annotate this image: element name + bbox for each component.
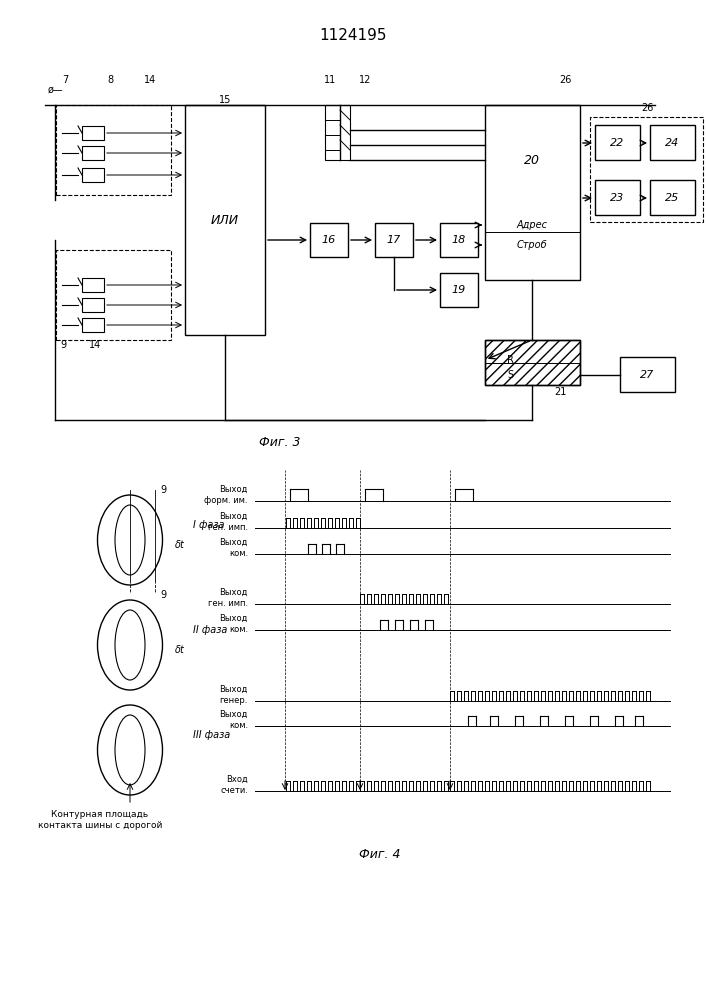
Text: 16: 16 <box>322 235 336 245</box>
Text: Фиг. 3: Фиг. 3 <box>259 436 300 448</box>
Text: I фаза: I фаза <box>193 520 225 530</box>
Text: Выход
ген. имп.: Выход ген. имп. <box>208 512 248 532</box>
Text: Контурная площадь
контакта шины с дорогой: Контурная площадь контакта шины с дорого… <box>37 810 162 830</box>
Text: Вход
счети.: Вход счети. <box>220 775 248 795</box>
Text: 23: 23 <box>610 193 624 203</box>
Bar <box>310 223 348 257</box>
Bar <box>650 180 695 215</box>
Text: S: S <box>507 370 513 380</box>
Text: 20: 20 <box>524 153 540 166</box>
Text: Выход
ген. имп.: Выход ген. имп. <box>208 588 248 608</box>
Text: 19: 19 <box>452 285 466 295</box>
Text: 7: 7 <box>62 75 68 85</box>
Text: R: R <box>506 355 513 365</box>
Bar <box>82 126 104 140</box>
Text: 14: 14 <box>144 75 156 85</box>
Bar <box>375 223 413 257</box>
Bar <box>485 105 580 280</box>
Text: Фиг. 4: Фиг. 4 <box>359 848 401 861</box>
Text: 15: 15 <box>218 95 231 105</box>
Bar <box>325 105 350 160</box>
Bar <box>650 125 695 160</box>
Text: 27: 27 <box>640 370 654 380</box>
Text: 17: 17 <box>387 235 401 245</box>
Bar <box>82 318 104 332</box>
Bar <box>56 105 171 195</box>
Text: Выход
генер.: Выход генер. <box>220 685 248 705</box>
Bar <box>185 105 265 335</box>
Text: 26: 26 <box>641 103 653 113</box>
Text: ø—: ø— <box>48 85 64 95</box>
Text: 21: 21 <box>554 387 566 397</box>
Text: Выход
ком.: Выход ком. <box>220 710 248 730</box>
Text: 1124195: 1124195 <box>320 27 387 42</box>
Text: 9: 9 <box>160 590 166 600</box>
Text: 24: 24 <box>665 138 679 148</box>
Text: Адрес: Адрес <box>517 220 547 230</box>
Bar <box>82 146 104 160</box>
Text: 18: 18 <box>452 235 466 245</box>
Text: II фаза: II фаза <box>193 625 228 635</box>
Bar <box>82 298 104 312</box>
Bar <box>56 250 171 340</box>
Text: Строб: Строб <box>517 240 547 250</box>
Text: 14: 14 <box>89 340 101 350</box>
Text: 9: 9 <box>160 485 166 495</box>
Text: 12: 12 <box>359 75 371 85</box>
Bar <box>485 340 580 385</box>
Text: 9: 9 <box>60 340 66 350</box>
Text: ИЛИ: ИЛИ <box>211 214 239 227</box>
Bar <box>82 278 104 292</box>
Bar <box>595 180 640 215</box>
Text: Выход
ком.: Выход ком. <box>220 538 248 558</box>
Text: Выход
форм. им.: Выход форм. им. <box>204 485 248 505</box>
Bar <box>590 117 703 222</box>
Text: δt: δt <box>175 540 185 550</box>
Bar <box>595 125 640 160</box>
Bar <box>82 168 104 182</box>
Bar <box>440 223 478 257</box>
Text: 11: 11 <box>324 75 336 85</box>
Text: 25: 25 <box>665 193 679 203</box>
Text: Выход
ком.: Выход ком. <box>220 614 248 634</box>
Text: δt: δt <box>175 645 185 655</box>
Bar <box>485 340 580 385</box>
Text: III фаза: III фаза <box>193 730 230 740</box>
Text: 26: 26 <box>559 75 571 85</box>
Bar <box>620 357 675 392</box>
Text: 22: 22 <box>610 138 624 148</box>
Bar <box>440 273 478 307</box>
Text: 8: 8 <box>107 75 113 85</box>
